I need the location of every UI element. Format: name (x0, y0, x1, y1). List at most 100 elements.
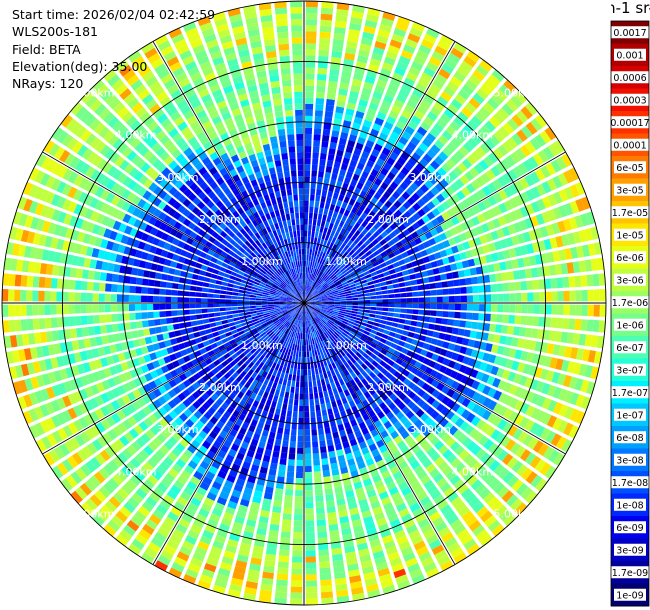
ray-bin (326, 311, 333, 316)
ray-bin (392, 236, 400, 244)
ray-bin (365, 250, 373, 257)
ray-bin (315, 296, 322, 300)
ray-bin (315, 262, 319, 270)
ray-bin (530, 201, 541, 213)
ray-bin (285, 385, 291, 393)
ray-bin (131, 330, 139, 339)
ray-bin (305, 1, 318, 8)
ray-bin (299, 405, 304, 412)
ray-bin (380, 167, 389, 176)
ray-bin (32, 318, 40, 330)
ray-bin (329, 204, 336, 211)
ray-bin (210, 273, 218, 279)
ray-bin (442, 240, 451, 248)
ray-bin (243, 303, 250, 306)
ray-bin (385, 50, 398, 60)
ray-bin (50, 291, 57, 302)
ray-bin (395, 22, 409, 32)
ray-bin (394, 293, 401, 298)
ray-bin (530, 328, 539, 339)
ray-bin (487, 74, 501, 87)
ray-bin (329, 68, 340, 77)
ray-bin (582, 244, 591, 257)
ray-bin (326, 254, 331, 261)
ray-bin (521, 304, 528, 314)
ray-bin (336, 2, 350, 11)
ray-bin (426, 164, 436, 175)
ray-bin (313, 134, 321, 141)
ray-bin (390, 327, 398, 333)
ray-bin (415, 327, 422, 334)
ray-bin (574, 378, 584, 391)
ray-bin (570, 347, 579, 360)
ray-bin (311, 289, 316, 294)
ray-bin (305, 19, 318, 26)
ray-bin (203, 323, 211, 329)
ray-bin (399, 181, 409, 191)
ray-bin (426, 269, 434, 276)
ray-bin (319, 290, 325, 294)
ray-bin (356, 240, 364, 248)
ray-bin (328, 222, 334, 230)
ray-bin (440, 325, 447, 333)
ray-bin (430, 303, 437, 310)
ray-bin (308, 295, 314, 300)
ray-bin (278, 555, 290, 563)
ray-bin (317, 286, 323, 292)
ray-bin (340, 258, 347, 265)
ray-bin (365, 223, 373, 231)
ray-bin (310, 188, 316, 195)
ray-bin (466, 295, 474, 302)
ray-bin (310, 405, 315, 412)
ray-bin (574, 215, 584, 228)
ray-bin (2, 304, 9, 317)
ray-bin (392, 72, 404, 82)
ray-bin (306, 279, 308, 286)
ray-bin (459, 320, 467, 328)
ray-bin (524, 327, 533, 338)
scan-info: Start time: 2026/02/04 02:42:59 WLS200s-… (12, 6, 215, 92)
ray-bin (356, 162, 365, 171)
ray-bin (406, 99, 418, 109)
ray-bin (319, 279, 325, 285)
ray-bin (397, 171, 406, 181)
ray-bin (364, 75, 376, 85)
ray-bin (334, 218, 341, 226)
ray-bin (422, 240, 431, 249)
ray-bin (326, 196, 332, 204)
ray-bin (498, 202, 508, 214)
ray-bin (317, 73, 327, 81)
ray-bin (324, 396, 330, 404)
ray-bin (68, 316, 76, 327)
ray-bin (305, 291, 307, 298)
ray-bin (213, 298, 220, 303)
ray-bin (501, 103, 514, 116)
ray-bin (422, 137, 433, 148)
ray-bin (358, 306, 365, 309)
ray-bin (75, 268, 84, 279)
ray-bin (584, 259, 593, 272)
ray-bin (535, 381, 545, 393)
ray-bin (319, 373, 324, 380)
ray-bin (319, 226, 324, 233)
ray-bin (463, 55, 477, 68)
ray-bin (558, 388, 568, 401)
ray-bin (376, 79, 388, 89)
ray-bin (398, 340, 406, 347)
ray-bin (463, 268, 471, 277)
ray-bin (347, 34, 359, 43)
ray-bin (316, 250, 321, 257)
ray-bin (492, 179, 503, 191)
ray-bin (436, 259, 444, 267)
ray-bin (309, 304, 316, 307)
ray-bin (330, 257, 336, 264)
ray-bin (550, 317, 558, 328)
ray-bin (305, 502, 314, 509)
ray-bin (312, 374, 316, 381)
ray-bin (558, 205, 568, 218)
ray-bin (389, 151, 399, 161)
ray-bin (366, 277, 373, 283)
ray-bin (484, 78, 497, 91)
ray-bin (317, 385, 323, 393)
ray-bin (406, 303, 413, 308)
